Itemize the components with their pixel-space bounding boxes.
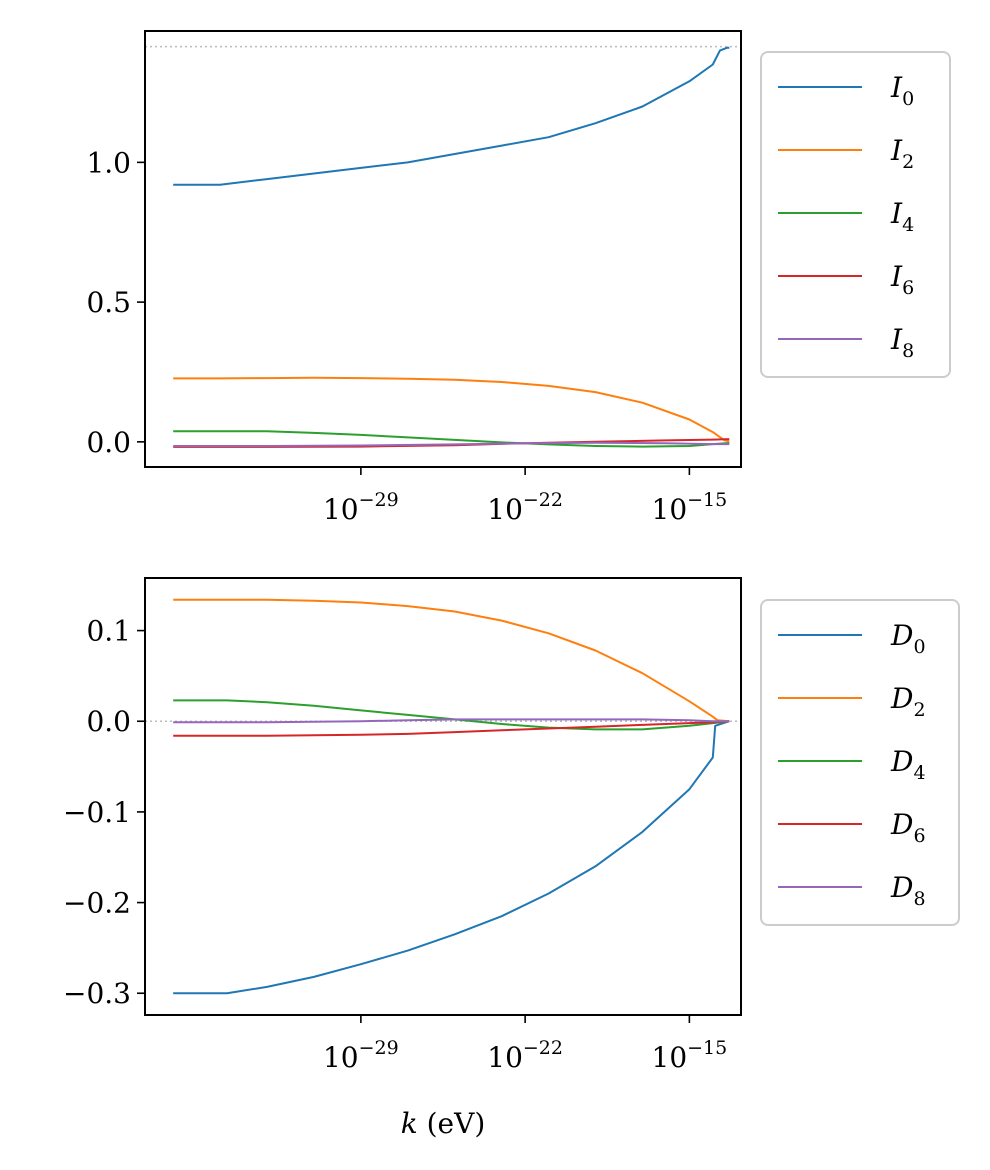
x-tick-label: 10−22: [487, 1037, 563, 1074]
legend-box: [760, 51, 951, 378]
x-tick-exponent: −22: [523, 1037, 563, 1059]
y-tick-label: 0.0: [86, 426, 131, 459]
legend-label-d0: D0: [890, 619, 926, 658]
series-lines: [173, 46, 730, 448]
series-line-i2: [173, 376, 730, 443]
series-line-i4: [173, 430, 730, 448]
legend-box: [760, 599, 960, 926]
x-tick-label: 10−22: [487, 489, 563, 526]
legend-symbol: D: [890, 808, 913, 841]
x-axis-label: k (eV): [401, 1107, 486, 1140]
legend-label-i8: I8: [890, 323, 914, 362]
legend-subscript: 2: [913, 699, 925, 721]
legend-label-d8: D8: [890, 871, 926, 910]
legend-symbol: I: [890, 260, 903, 293]
y-tick-label: −0.2: [63, 887, 131, 920]
series-lines: [173, 598, 730, 995]
y-tick-label: 0.0: [86, 705, 131, 738]
x-tick-exponent: −15: [687, 1037, 727, 1059]
series-line-d2: [173, 598, 730, 723]
axes-frame: [144, 30, 742, 468]
y-tick-label: −0.3: [63, 977, 131, 1010]
x-axis-label-variable: k: [401, 1107, 418, 1140]
x-tick-base: 10: [652, 1041, 688, 1074]
legend-subscript: 8: [913, 888, 925, 910]
legend-label-i6: I6: [890, 260, 914, 299]
series-line-d6: [173, 720, 730, 737]
legend-label-i2: I2: [890, 134, 914, 173]
series-line-d0: [173, 720, 730, 995]
y-tick-label: 0.1: [86, 615, 131, 648]
legend-symbol: D: [890, 619, 913, 652]
legend-symbol: D: [890, 745, 913, 778]
legend-symbol: I: [890, 197, 903, 230]
legend-symbol: I: [890, 323, 903, 356]
x-tick-base: 10: [652, 493, 688, 526]
axes-frame: [144, 577, 742, 1016]
x-tick-base: 10: [487, 493, 523, 526]
series-line-d8: [173, 718, 730, 724]
x-tick-exponent: −22: [523, 489, 563, 511]
legend-symbol: I: [890, 71, 903, 104]
bottom-panel-dichroism: −0.3−0.2−0.10.00.110−29 10−22 10−15k (eV)D…: [63, 577, 960, 1140]
x-tick-label: 10−15: [652, 489, 728, 526]
legend-label-d4: D4: [890, 745, 926, 784]
x-tick-exponent: −15: [687, 489, 727, 511]
x-tick-base: 10: [323, 493, 359, 526]
y-tick-label: 1.0: [86, 146, 131, 179]
y-tick-label: −0.1: [63, 796, 131, 829]
legend-subscript: 6: [913, 825, 925, 847]
legend-symbol: D: [890, 682, 913, 715]
legend-label-d6: D6: [890, 808, 926, 847]
x-tick-label: 10−29: [323, 489, 399, 526]
x-tick-base: 10: [323, 1041, 359, 1074]
legend-subscript: 4: [902, 214, 914, 236]
legend-subscript: 6: [902, 277, 914, 299]
x-tick-base: 10: [487, 1041, 523, 1074]
x-axis-label-unit: (eV): [418, 1107, 486, 1140]
y-tick-label: 0.5: [86, 286, 131, 319]
legend-subscript: 0: [913, 636, 925, 658]
legend-symbol: I: [890, 134, 903, 167]
legend-label-i0: I0: [890, 71, 914, 110]
series-line-i0: [173, 46, 730, 186]
legend-subscript: 2: [902, 151, 914, 173]
legend-symbol: D: [890, 871, 913, 904]
legend-subscript: 8: [902, 340, 914, 362]
x-tick-label: 10−29: [323, 1037, 399, 1074]
legend-subscript: 0: [902, 88, 914, 110]
legend-subscript: 4: [913, 762, 925, 784]
x-tick-exponent: −29: [359, 1037, 399, 1059]
series-line-i8: [173, 441, 730, 447]
x-tick-label: 10−15: [652, 1037, 728, 1074]
x-tick-exponent: −29: [359, 489, 399, 511]
legend-label-i4: I4: [890, 197, 914, 236]
legend-label-d2: D2: [890, 682, 926, 721]
